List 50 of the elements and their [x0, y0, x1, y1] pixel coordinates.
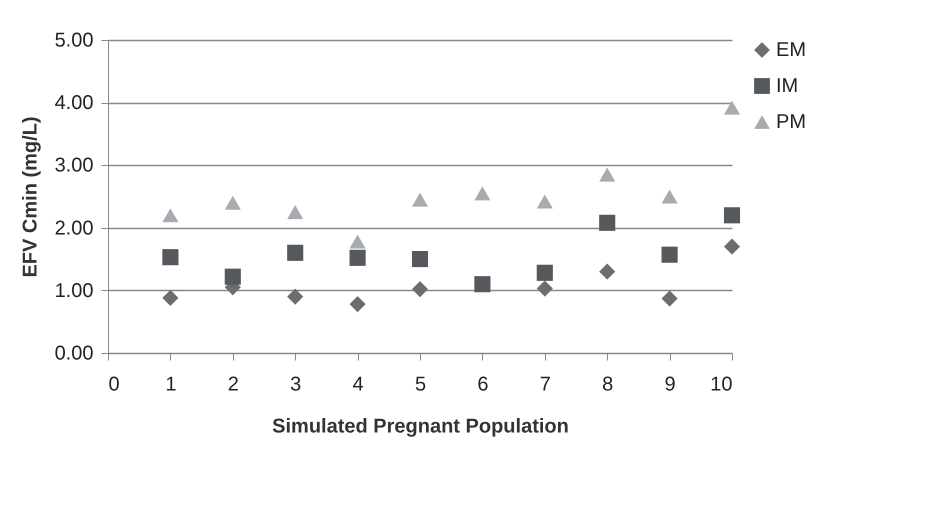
x-tick-label: 2 [228, 374, 239, 396]
point [287, 244, 304, 261]
point [724, 207, 740, 224]
point [662, 190, 678, 204]
point [536, 280, 553, 297]
point [224, 196, 241, 210]
x-tick-label: 3 [290, 374, 302, 396]
point [287, 288, 304, 305]
y-axis-title: EFV Cmin (mg/L) [20, 116, 42, 278]
point [599, 168, 616, 182]
point [350, 234, 366, 249]
point [724, 238, 740, 255]
legend-label: IM [776, 75, 798, 97]
point [599, 214, 616, 231]
x-tick-label: 9 [664, 374, 676, 396]
x-tick-label: 7 [540, 374, 551, 396]
point [474, 276, 490, 292]
point [162, 249, 178, 266]
legend-label: PM [776, 111, 806, 133]
x-tick-label: 8 [602, 374, 614, 396]
point [474, 186, 490, 200]
y-tick-label: 0.00 [54, 342, 94, 364]
point [536, 194, 553, 208]
point [724, 100, 740, 115]
y-tick-label: 5.00 [54, 30, 94, 52]
point [162, 208, 178, 222]
y-tick-label: 4.00 [54, 92, 94, 114]
legend-label: EM [776, 39, 806, 61]
x-tick-label: 4 [352, 374, 364, 396]
x-tick-label: 10 [710, 374, 732, 396]
x-tick-label: 0 [108, 374, 120, 396]
point [599, 264, 616, 280]
y-tick-label: 2.00 [54, 217, 94, 240]
point [287, 205, 304, 220]
point [350, 250, 366, 266]
x-tick-label: 6 [477, 374, 488, 396]
point [350, 296, 366, 312]
y-tick-label: 3.00 [54, 154, 94, 177]
point [162, 290, 178, 306]
point [662, 290, 678, 307]
y-tick-label: 1.00 [54, 280, 94, 302]
point [412, 281, 428, 298]
point [412, 251, 428, 268]
point [224, 268, 241, 285]
point [536, 264, 553, 281]
point [662, 246, 678, 263]
x-axis-title: Simulated Pregnant Population [272, 416, 569, 438]
x-tick-label: 1 [165, 374, 176, 396]
x-tick-label: 5 [414, 374, 426, 396]
point [412, 192, 428, 207]
